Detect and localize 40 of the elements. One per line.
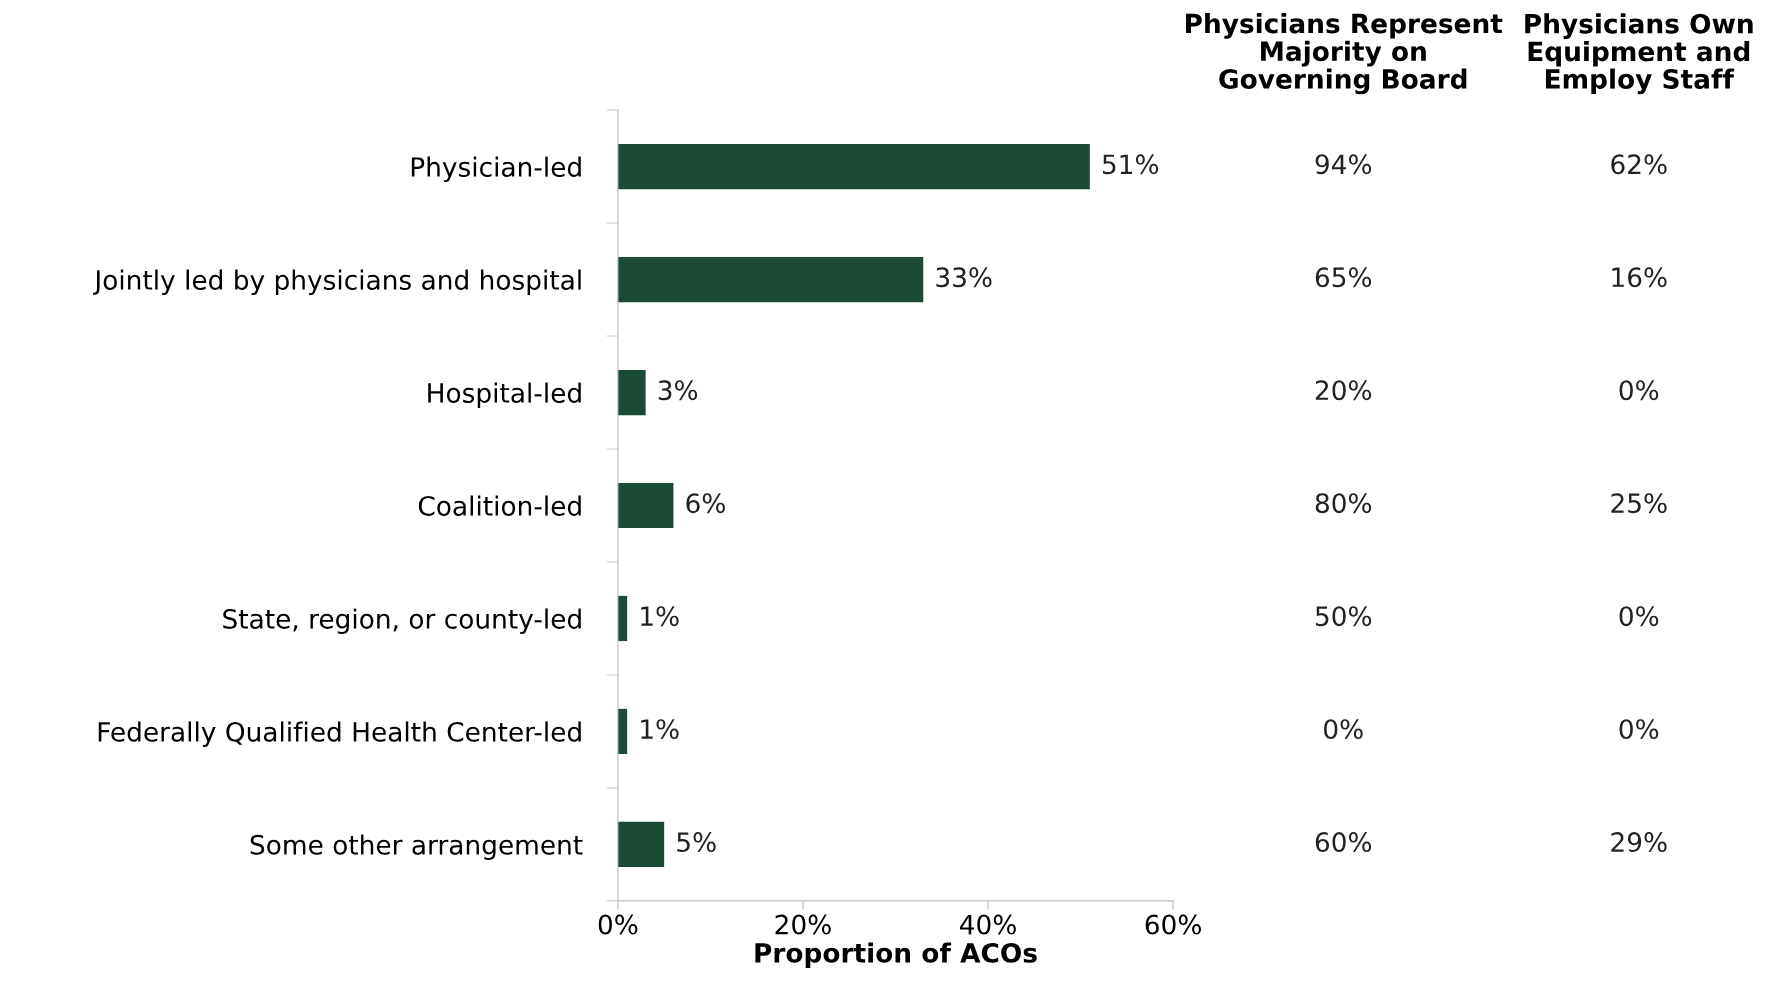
text: 80% — [1315, 493, 1372, 514]
text: 0% — [1619, 380, 1659, 401]
text: 16% — [1612, 267, 1667, 288]
text: 0% — [1619, 719, 1659, 740]
data-label: 5% — [677, 832, 716, 853]
x-axis-title: Proportion of ACOs — [755, 942, 1037, 968]
y-tick-label: Jointly led by physicians and hospital — [93, 269, 581, 296]
y-tick-label: Federally Qualified Health Center-led — [98, 721, 581, 747]
y-tick-label: Some other arrangement — [250, 834, 583, 860]
text: Physicians Own Equipment and Employ Staff — [1525, 13, 1753, 95]
y-tick-label: Hospital-led — [428, 382, 581, 409]
text: 29% — [1611, 832, 1667, 853]
data-label: 1% — [641, 606, 679, 627]
data-label: 33% — [936, 267, 992, 288]
x-tick-label: 0% — [598, 914, 638, 935]
x-tick-label: 60% — [1145, 914, 1201, 935]
x-tick-label: 40% — [960, 914, 1016, 935]
text: 60% — [1315, 832, 1372, 853]
text: 50% — [1315, 606, 1372, 627]
y-tick-label: Physician-led — [411, 156, 581, 183]
bar — [617, 256, 924, 303]
text: 0% — [1619, 606, 1659, 627]
data-label: 51% — [1102, 154, 1159, 175]
text: 20% — [1315, 380, 1372, 401]
data-label: 1% — [641, 719, 679, 740]
bar — [617, 144, 1090, 190]
text: 25% — [1611, 493, 1667, 514]
data-label: 6% — [686, 493, 725, 514]
bar — [617, 369, 646, 416]
text: 62% — [1611, 154, 1667, 175]
data-label: 3% — [658, 380, 698, 401]
text: 0% — [1324, 719, 1363, 740]
bar — [617, 821, 665, 868]
text: Physicians Represent Majority on Governing Board — [1186, 13, 1503, 95]
text: 94% — [1315, 154, 1372, 175]
text: 65% — [1315, 267, 1372, 288]
y-tick-label: State, region, or county-led — [223, 608, 581, 634]
bar — [617, 482, 674, 529]
x-tick-label: 20% — [775, 914, 831, 935]
y-tick-label: Coalition-led — [418, 495, 581, 516]
